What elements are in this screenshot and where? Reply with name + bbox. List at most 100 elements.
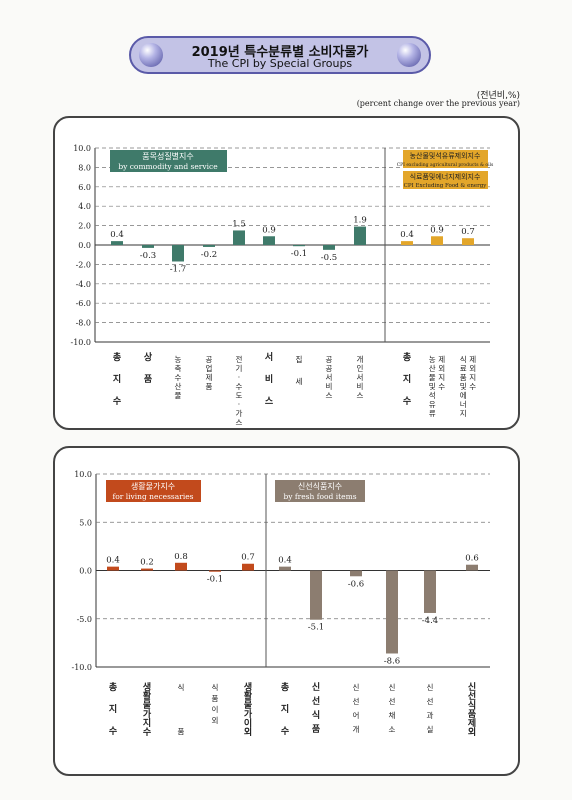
bar (462, 238, 474, 245)
legend-living (106, 480, 201, 502)
data-label: -0.2 (201, 250, 217, 260)
data-label: -0.3 (140, 251, 156, 261)
bar (172, 245, 184, 262)
y-tick-label: -5.0 (77, 615, 92, 624)
bar (209, 570, 221, 572)
category-label: 전 기 · 수 도 · 가 스 (236, 354, 243, 427)
y-tick-label: 10.0 (74, 470, 92, 479)
y-tick-label: -10.0 (71, 663, 92, 672)
y-tick-label: 8.0 (78, 163, 91, 172)
bar (293, 245, 305, 247)
data-label: 0.7 (461, 227, 475, 237)
legend-ex-food (403, 171, 488, 189)
bar (431, 236, 443, 245)
data-label: 1.9 (353, 216, 367, 226)
bar (142, 245, 154, 248)
data-label: -4.4 (422, 616, 438, 626)
legend-ex-agri (403, 150, 488, 168)
bar (263, 236, 275, 245)
legend-fresh (275, 480, 365, 502)
data-label: -0.1 (291, 249, 307, 259)
y-tick-label: 0.0 (78, 241, 91, 250)
data-label: -1.7 (170, 264, 186, 274)
legend-ex-food-korean: 식료품및에너지제외지수 (410, 172, 481, 181)
bar (242, 563, 254, 571)
data-label: -8.6 (384, 656, 400, 666)
unit-label-korean: (전년비,%) (476, 91, 520, 101)
data-label: 0.6 (465, 554, 479, 564)
y-tick-label: 5.0 (79, 518, 92, 527)
legend-commodity-korean: 품목성질별지수 (142, 151, 194, 161)
bar (141, 568, 153, 571)
unit-label-english: (percent change over the previous year) (356, 99, 520, 108)
data-label: 1.5 (232, 219, 246, 229)
legend-ex-food-english: CPI Excluding Food & energy (404, 183, 488, 189)
y-tick-label: -6.0 (76, 299, 91, 308)
bar (203, 245, 215, 247)
data-label: 0.4 (110, 230, 124, 240)
bar (401, 241, 413, 245)
page-title: 2019년 특수분류별 소비자물가 (191, 45, 369, 60)
y-tick-label: 6.0 (78, 183, 91, 192)
legend-commodity-english: by commodity and service (118, 162, 218, 171)
y-tick-label: 4.0 (78, 202, 91, 211)
legend-ex-agri-english: CPI excluding agricultural products & oi… (397, 162, 494, 168)
data-label: -5.1 (308, 623, 324, 633)
legend-fresh-korean: 신선식품지수 (298, 482, 342, 491)
bar (323, 245, 335, 250)
data-label: -0.5 (321, 253, 337, 263)
legend-living-english: for living necessaries (112, 492, 193, 501)
data-label: 0.4 (278, 556, 292, 566)
legend-fresh-english: by fresh food items (283, 492, 356, 501)
legend-commodity (110, 150, 227, 172)
data-label: -0.6 (348, 579, 364, 589)
data-label: 0.4 (400, 230, 414, 240)
bar (424, 570, 436, 613)
bar (233, 230, 245, 245)
data-label: 0.9 (430, 225, 444, 235)
bar (175, 562, 187, 571)
y-tick-label: 10.0 (73, 144, 91, 153)
orb-left-icon (139, 43, 163, 67)
y-tick-label: -2.0 (76, 260, 91, 269)
data-label: 0.9 (262, 225, 276, 235)
legend-living-korean: 생활물가지수 (131, 481, 175, 491)
y-tick-label: -4.0 (76, 280, 91, 289)
bar (350, 570, 362, 577)
y-tick-label: 2.0 (78, 222, 91, 231)
data-label: 0.8 (174, 552, 188, 562)
data-label: -0.1 (207, 574, 223, 584)
legend-ex-agri-korean: 농산물및석유류제외지수 (410, 151, 481, 160)
data-label: 0.7 (241, 553, 255, 563)
data-label: 0.4 (106, 556, 120, 566)
data-label: 0.2 (140, 558, 154, 568)
bar (354, 226, 366, 245)
y-tick-label: 0.0 (79, 567, 92, 576)
bar (107, 566, 119, 571)
y-tick-label: -10.0 (70, 338, 91, 347)
bar (279, 566, 291, 571)
bar (386, 570, 398, 654)
